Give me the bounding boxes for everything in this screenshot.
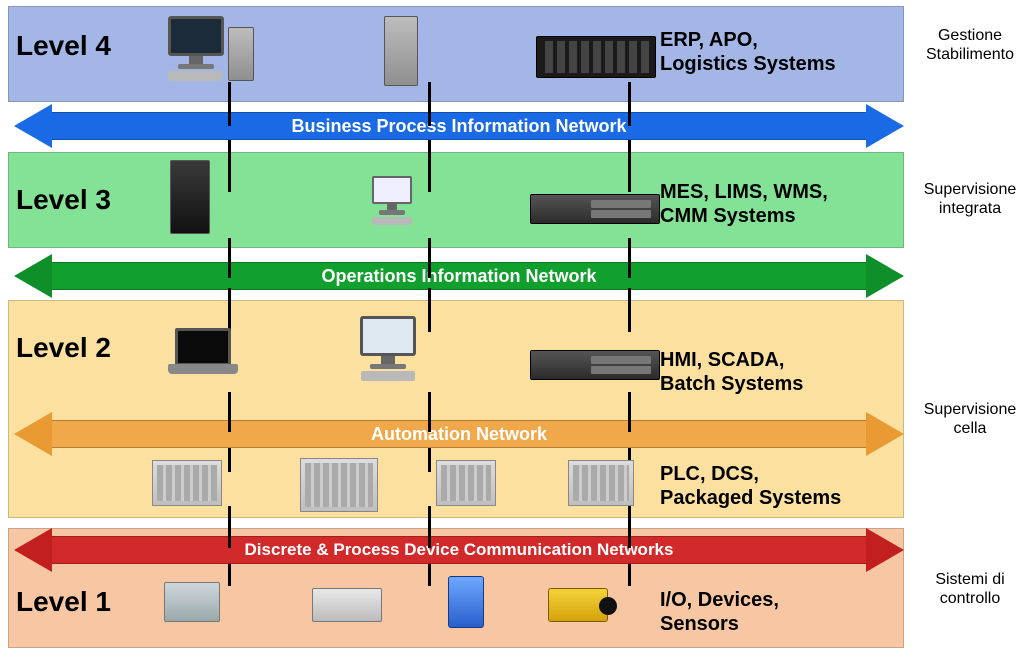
network-business: Business Process Information Network [24,112,894,140]
connector-line [428,288,431,332]
level2-side: Supervisione cella [918,400,1022,438]
level2-systems-bottom: PLC, DCS, Packaged Systems [660,462,900,510]
arrow-right-icon [866,528,904,572]
fixture-icon [448,576,484,628]
connector-line [228,392,231,432]
blade-rack-icon [536,36,656,78]
level2-label: Level 2 [16,332,111,364]
network-operations: Operations Information Network [24,262,894,290]
connector-line [428,392,431,432]
tower-dark-icon [170,160,210,234]
network-automation: Automation Network [24,420,894,448]
level3-side: Supervisione integrata [918,180,1022,218]
level1-side: Sistemi di controllo [918,570,1022,608]
connector-line [628,82,631,126]
arrow-right-icon [866,412,904,456]
connector-line [228,82,231,126]
connector-line [428,82,431,126]
hmi-panel-icon [164,582,220,622]
level3-label: Level 3 [16,184,111,216]
connector-line [228,140,231,192]
level1-systems: I/O, Devices, Sensors [660,588,900,636]
connector-line [628,506,631,548]
arrow-left-icon [14,254,52,298]
connector-line [228,238,231,278]
connector-line [428,506,431,548]
server-tower-icon [384,16,418,86]
network-business-label: Business Process Information Network [52,112,866,140]
connector-line [228,288,231,332]
level4-side: Gestione Stabilimento [918,26,1022,64]
arrow-left-icon [14,104,52,148]
plc-icon [300,458,378,512]
rack-server-icon [530,350,660,380]
arrow-left-icon [14,412,52,456]
connector-line [628,564,631,586]
laptop-icon [168,328,238,374]
connector-line [628,140,631,192]
level4-label: Level 4 [16,30,111,62]
level3-systems: MES, LIMS, WMS, CMM Systems [660,180,900,228]
connector-line [628,288,631,332]
rack-server-icon [530,194,660,224]
connector-line [428,564,431,586]
network-automation-label: Automation Network [52,420,866,448]
connector-line [428,238,431,278]
connector-line [228,506,231,548]
mini-desktop-icon [372,176,412,225]
camera-icon [548,588,608,622]
arrow-right-icon [866,254,904,298]
connector-line [428,140,431,192]
sensor-icon [312,588,382,622]
network-device: Discrete & Process Device Communication … [24,536,894,564]
connector-line [228,564,231,586]
level4-systems: ERP, APO, Logistics Systems [660,28,900,76]
desktop-icon [168,16,254,81]
arrow-left-icon [14,528,52,572]
plc-icon [568,460,634,506]
arrow-right-icon [866,104,904,148]
plc-icon [436,460,496,506]
connector-line [628,392,631,432]
network-operations-label: Operations Information Network [52,262,866,290]
connector-line [428,448,431,472]
level1-label: Level 1 [16,586,111,618]
network-device-label: Discrete & Process Device Communication … [52,536,866,564]
desktop-icon [360,316,416,381]
connector-line [228,448,231,472]
level2-systems-top: HMI, SCADA, Batch Systems [660,348,900,396]
plc-icon [152,460,222,506]
connector-line [628,238,631,278]
